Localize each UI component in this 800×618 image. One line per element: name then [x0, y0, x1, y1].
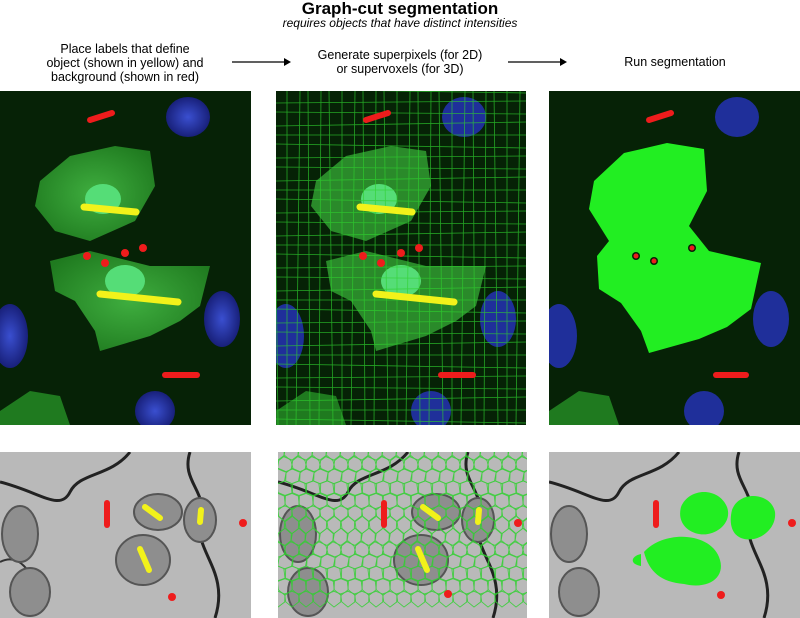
figure-title: Graph-cut segmentation	[301, 0, 499, 18]
fluorescence-superpixels-panel	[276, 91, 526, 425]
step1-line2: object (shown in yellow) and	[46, 56, 204, 70]
fluorescence-segmentation-panel	[549, 91, 800, 425]
step-label-place-labels: Place labels that define object (shown i…	[20, 42, 230, 84]
arrow-right-icon	[232, 58, 291, 66]
fluorescence-labels-panel	[0, 91, 251, 425]
em-superpixels-panel	[278, 452, 527, 618]
step-label-superpixels: Generate superpixels (for 2D) or supervo…	[290, 48, 510, 76]
arrow-right-icon	[508, 58, 567, 66]
step3-line1: Run segmentation	[624, 55, 726, 69]
step2-line1: Generate superpixels (for 2D)	[317, 48, 483, 62]
step1-line3: background (shown in red)	[51, 70, 199, 84]
em-segmentation-panel	[549, 452, 800, 618]
step2-line2: or supervoxels (for 3D)	[336, 62, 464, 76]
step-label-run-segmentation: Run segmentation	[580, 55, 770, 69]
em-labels-panel	[0, 452, 251, 618]
figure-subtitle: requires objects that have distinct inte…	[282, 16, 518, 30]
step1-line1: Place labels that define	[60, 42, 190, 56]
